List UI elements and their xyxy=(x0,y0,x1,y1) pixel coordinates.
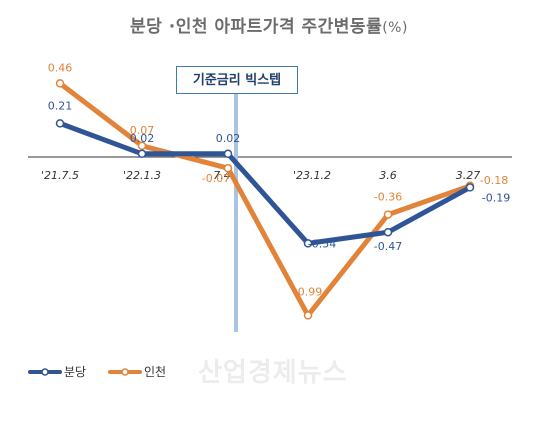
series-line-bundang xyxy=(57,120,473,246)
data-point-incheon xyxy=(137,141,147,151)
legend-marker-incheon xyxy=(121,368,129,376)
data-label-incheon: 0.46 xyxy=(48,61,73,74)
data-label-bundang: 0.21 xyxy=(48,99,73,112)
data-point-incheon xyxy=(223,163,233,173)
data-point-bundang xyxy=(465,183,475,192)
x-tick-label: '23.1.2 xyxy=(293,169,331,182)
data-label-incheon: -0.36 xyxy=(374,191,402,204)
data-label-bundang: -0.47 xyxy=(374,240,402,253)
data-point-bundang xyxy=(223,149,233,159)
data-label-bundang: -0.54 xyxy=(308,237,336,250)
data-label-bundang: 0.02 xyxy=(130,132,155,145)
x-tick-label: '22.1.3 xyxy=(123,169,161,182)
data-label-incheon: -0.07 xyxy=(202,172,230,185)
data-point-bundang xyxy=(137,149,147,159)
data-label-bundang: -0.19 xyxy=(482,191,510,204)
legend-label-bundang: 분당 xyxy=(64,365,86,379)
data-point-incheon xyxy=(55,79,65,88)
chart-title-unit: (%) xyxy=(382,20,408,36)
x-tick-label: '21.7.5 xyxy=(41,169,79,182)
chart-title: 분당 ·인천 아파트가격 주간변동률(%) xyxy=(0,12,538,37)
data-point-incheon xyxy=(383,210,393,219)
watermark-text: 산업경제뉴스 xyxy=(198,358,348,388)
data-point-bundang xyxy=(55,119,65,128)
x-tick-label: 7.4 xyxy=(213,169,231,182)
data-label-incheon: -0.18 xyxy=(480,174,508,187)
data-label-incheon: 0.07 xyxy=(130,124,155,137)
data-point-incheon xyxy=(303,311,313,320)
series-line-incheon xyxy=(57,80,473,318)
legend-marker-bundang xyxy=(41,368,49,376)
legend-label-incheon: 인천 xyxy=(144,364,166,379)
data-label-incheon: -0.99 xyxy=(294,285,322,298)
data-point-bundang xyxy=(303,239,313,248)
rate-hike-callout: 기준금리 빅스텝 xyxy=(176,66,298,94)
data-point-bundang xyxy=(383,227,393,237)
x-tick-label: 3.6 xyxy=(379,169,397,182)
x-tick-label: 3.27 xyxy=(456,169,481,182)
data-label-bundang: 0.02 xyxy=(216,132,241,145)
chart-title-main: 분당 ·인천 아파트가격 주간변동률 xyxy=(130,17,383,37)
